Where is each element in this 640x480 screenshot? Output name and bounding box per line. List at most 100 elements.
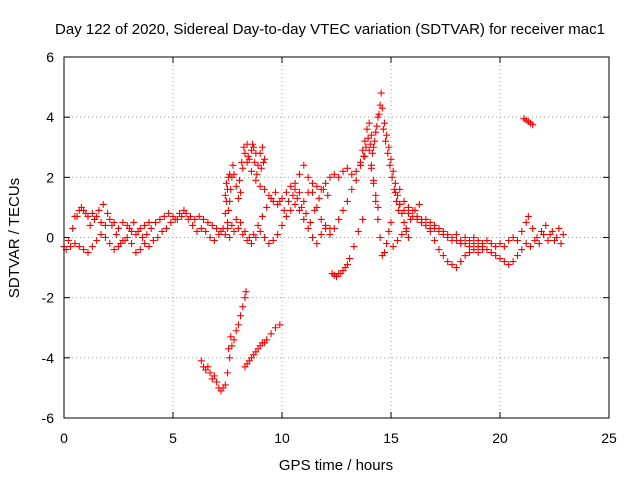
data-point (123, 221, 131, 229)
data-point (138, 234, 146, 241)
data-point (400, 206, 408, 214)
data-point (224, 224, 231, 232)
data-point (254, 161, 262, 169)
data-point (383, 240, 391, 248)
data-point (149, 237, 157, 245)
data-point (293, 194, 301, 202)
data-point (487, 249, 495, 257)
data-point (222, 179, 230, 187)
data-point (278, 221, 286, 229)
data-point (313, 203, 321, 211)
data-point (326, 173, 334, 181)
data-point (389, 167, 397, 175)
data-point (300, 161, 308, 169)
data-point (356, 158, 364, 166)
data-point (234, 194, 242, 202)
data-point (509, 258, 517, 266)
data-point (374, 113, 382, 121)
data-point (370, 179, 378, 187)
data-point (86, 221, 94, 229)
data-point (285, 197, 293, 205)
data-point (221, 191, 229, 199)
data-point (241, 149, 249, 157)
data-point (431, 237, 439, 245)
data-point (237, 218, 245, 226)
data-point (448, 234, 456, 241)
data-point (322, 179, 330, 187)
data-point (256, 227, 264, 235)
data-point (444, 258, 452, 266)
data-point (298, 203, 306, 211)
data-point (518, 227, 526, 235)
data-point (479, 243, 487, 251)
data-point (374, 203, 382, 211)
data-point (339, 206, 347, 214)
data-point (384, 149, 392, 157)
data-point (249, 140, 257, 148)
data-point (261, 185, 269, 193)
data-point (221, 230, 229, 238)
series-main-peak (356, 89, 412, 241)
data-point (232, 327, 240, 335)
data-point (106, 215, 114, 223)
data-point (206, 234, 214, 241)
data-point (252, 348, 260, 356)
data-point (372, 128, 380, 136)
data-point (330, 271, 338, 279)
data-point (241, 294, 249, 302)
data-point (282, 188, 290, 196)
data-point (391, 179, 399, 187)
data-point (80, 246, 88, 254)
data-point (380, 119, 388, 127)
data-point (500, 258, 508, 266)
data-point (537, 227, 545, 235)
y-tick-label: -4 (42, 350, 55, 366)
data-point (224, 185, 231, 193)
data-point (234, 321, 242, 329)
data-point (544, 237, 552, 245)
data-point (426, 218, 434, 226)
data-point (374, 215, 382, 223)
data-point (250, 143, 258, 151)
data-point (465, 243, 473, 251)
data-point (335, 270, 343, 278)
data-point (529, 121, 537, 129)
data-point (359, 215, 367, 223)
data-point (518, 246, 526, 254)
data-point (317, 215, 325, 223)
plot-frame (63, 56, 610, 419)
data-point (195, 212, 203, 220)
data-point (404, 203, 412, 211)
data-point (97, 230, 105, 238)
data-point (213, 378, 221, 386)
data-point (256, 342, 264, 350)
data-point (524, 212, 532, 220)
data-point (95, 206, 103, 214)
data-point (470, 246, 478, 254)
data-point (221, 209, 229, 217)
data-point (287, 182, 295, 190)
data-point (348, 185, 356, 193)
data-point (396, 200, 404, 208)
data-point (304, 224, 312, 232)
data-point (350, 243, 358, 251)
data-point (226, 234, 234, 241)
data-point (322, 224, 330, 232)
data-point (84, 212, 92, 220)
data-point (439, 227, 447, 235)
data-point (291, 179, 299, 187)
data-point (378, 104, 386, 112)
data-point (402, 224, 410, 232)
data-point (250, 230, 258, 238)
data-point (324, 191, 332, 199)
data-point (167, 218, 175, 226)
data-point (457, 237, 465, 245)
data-point (300, 215, 308, 223)
series-low-branch-17h (426, 227, 487, 272)
data-point (315, 194, 323, 202)
data-point (291, 200, 299, 208)
data-point (152, 218, 160, 226)
data-point (492, 252, 500, 260)
data-point (200, 215, 208, 223)
data-point (232, 182, 240, 190)
